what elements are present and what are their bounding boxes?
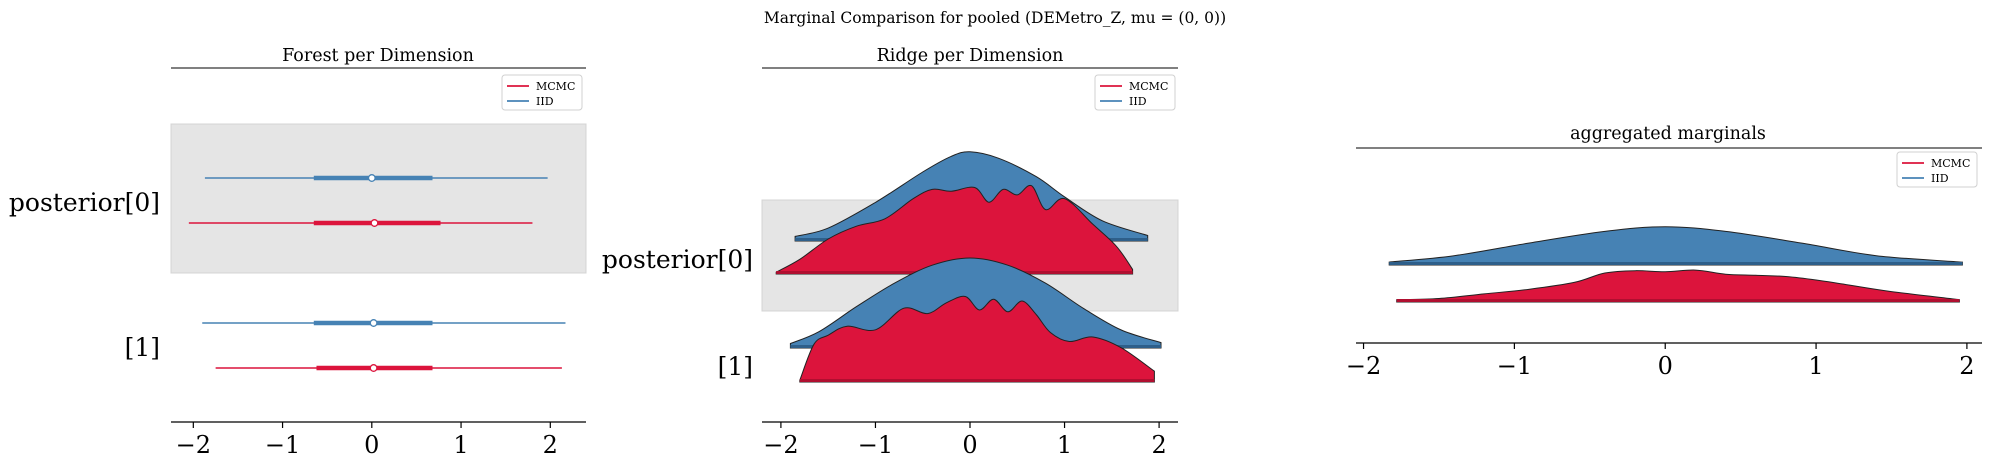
row-label: posterior[0] xyxy=(9,188,160,217)
legend-label-iid: IID xyxy=(536,95,554,108)
suptitle: Marginal Comparison for pooled (DEMetro_… xyxy=(764,9,1226,27)
mcmc-ridge-0 xyxy=(775,184,1134,275)
iid-aggregated-ridge-base xyxy=(1389,262,1963,265)
iid-median xyxy=(367,174,376,182)
mcmc-median xyxy=(369,364,378,372)
mcmc-median xyxy=(370,219,379,227)
aggregated-panel: aggregated marginals −2 −1 0 1 2 MCMC IID xyxy=(1346,124,1982,380)
highlight-band xyxy=(170,123,587,274)
x-tick-label: 0 xyxy=(364,431,379,459)
legend-label-mcmc: MCMC xyxy=(1129,80,1168,93)
x-tick-label: 1 xyxy=(453,431,468,459)
x-tick-label: −2 xyxy=(763,431,798,459)
mcmc-aggregated-ridge-base xyxy=(1396,299,1960,302)
x-tick-label: 1 xyxy=(1808,352,1823,380)
iid-median xyxy=(369,319,378,327)
ridge-panel: Ridge per Dimension posterior[0] [1] −2 −1 0… xyxy=(602,46,1179,459)
row-label: posterior[0] xyxy=(602,245,753,274)
legend-label-iid: IID xyxy=(1129,95,1147,108)
row-label: [1] xyxy=(125,333,160,362)
row-label: [1] xyxy=(718,352,753,381)
legend-label-mcmc: MCMC xyxy=(536,80,575,93)
ridge-title: Ridge per Dimension xyxy=(877,46,1064,66)
x-tick-label: 0 xyxy=(962,431,977,459)
x-tick-label: −1 xyxy=(858,431,893,459)
x-tick-label: 2 xyxy=(543,431,558,459)
x-tick-label: 0 xyxy=(1658,352,1673,380)
mcmc-ridge-1 xyxy=(799,295,1155,383)
legend-label-mcmc: MCMC xyxy=(1931,157,1970,170)
x-tick-label: −1 xyxy=(1497,352,1532,380)
iid-aggregated-ridge xyxy=(1388,226,1963,266)
x-tick-label: −1 xyxy=(265,431,300,459)
x-tick-label: 1 xyxy=(1057,431,1072,459)
x-tick-label: −2 xyxy=(1346,352,1381,380)
forest-title: Forest per Dimension xyxy=(282,46,474,66)
x-tick-label: −2 xyxy=(176,431,211,459)
aggregated-title: aggregated marginals xyxy=(1570,124,1766,144)
legend-label-iid: IID xyxy=(1931,172,1949,185)
forest-panel: Forest per Dimension posterior[0] [1] −2 −1… xyxy=(9,46,587,459)
mcmc-ridge-1-base xyxy=(799,379,1155,382)
x-tick-label: 2 xyxy=(1151,431,1166,459)
x-tick-label: 2 xyxy=(1959,352,1974,380)
mcmc-aggregated-ridge xyxy=(1396,269,1960,303)
